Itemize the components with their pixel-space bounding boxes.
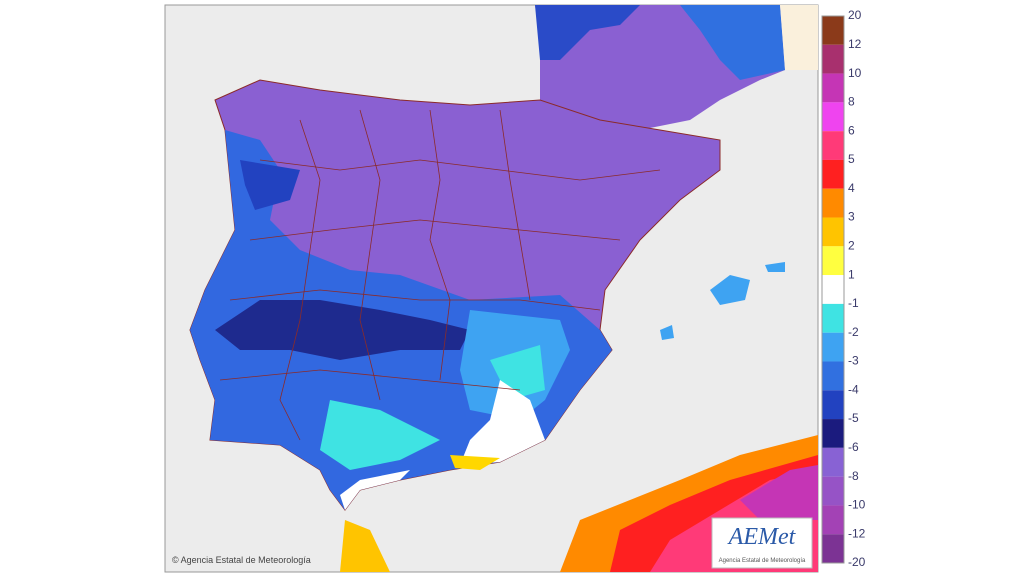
legend-label: -8 bbox=[848, 469, 859, 483]
legend-swatch bbox=[822, 419, 844, 448]
italy bbox=[780, 5, 818, 70]
legend-label: 8 bbox=[848, 95, 855, 109]
france-cold bbox=[535, 5, 640, 60]
legend-label: 6 bbox=[848, 123, 855, 137]
morocco-north bbox=[340, 520, 390, 572]
logo-box bbox=[711, 517, 813, 569]
borders bbox=[219, 109, 661, 441]
southeast-warm bbox=[460, 380, 545, 465]
legend-label: -5 bbox=[848, 411, 859, 425]
legend: 20 12 10 8 6 5 4 3 2 1 -1 -2 -3 -4 -5 -6 -8 -10 -12 -20 bbox=[821, 8, 866, 569]
logo-subtitle: Agencia Estatal de Meteorología bbox=[719, 558, 806, 564]
legend-swatch bbox=[822, 188, 844, 218]
legend-label: -2 bbox=[848, 325, 859, 339]
legend-swatch bbox=[822, 73, 844, 103]
legend-swatch bbox=[822, 303, 844, 333]
france-alps bbox=[680, 5, 785, 80]
legend-label: 10 bbox=[848, 66, 862, 80]
africa-hottest bbox=[740, 465, 818, 520]
legend-border bbox=[821, 15, 845, 564]
legend-swatch bbox=[822, 534, 844, 563]
legend-label: -4 bbox=[848, 382, 859, 396]
legend-label: 3 bbox=[848, 210, 855, 224]
legend-label: 5 bbox=[848, 152, 855, 166]
legend-label: 20 bbox=[848, 8, 862, 22]
legend-swatch bbox=[822, 246, 844, 276]
legend-swatch bbox=[822, 390, 844, 420]
cold-band bbox=[215, 300, 470, 360]
legend-label: 1 bbox=[848, 267, 855, 281]
copyright: © Agencia Estatal de Meteorología bbox=[172, 555, 311, 565]
legend-swatch bbox=[822, 505, 844, 535]
legend-swatch bbox=[822, 131, 844, 160]
legend-swatch bbox=[822, 44, 844, 74]
coast-warm bbox=[450, 455, 500, 470]
menorca bbox=[765, 262, 785, 272]
legend-swatch bbox=[822, 361, 844, 391]
legend-label: -1 bbox=[848, 296, 859, 310]
legend-label: 4 bbox=[848, 181, 855, 195]
map: AEMet Agencia Estatal de Meteorología © … bbox=[164, 4, 819, 573]
galicia-cold bbox=[240, 160, 300, 210]
legend-swatch bbox=[822, 332, 844, 362]
legend-swatch bbox=[822, 476, 844, 506]
legend-swatch bbox=[822, 275, 844, 304]
legend-label: -3 bbox=[848, 354, 859, 368]
legend-label: -6 bbox=[848, 440, 859, 454]
logo: AEMet bbox=[727, 524, 797, 550]
legend-label: 12 bbox=[848, 37, 862, 51]
ibiza bbox=[660, 325, 674, 340]
legend-swatch bbox=[822, 102, 844, 132]
legend-swatch bbox=[822, 447, 844, 477]
gibraltar-warm bbox=[340, 470, 410, 510]
south-mild bbox=[320, 400, 440, 470]
legend-label: 2 bbox=[848, 238, 855, 252]
legend-label: -12 bbox=[848, 526, 866, 540]
legend-label: -10 bbox=[848, 498, 866, 512]
legend-label: -20 bbox=[848, 555, 866, 569]
legend-swatch bbox=[822, 16, 844, 45]
mallorca bbox=[710, 275, 750, 305]
legend-swatch bbox=[822, 159, 844, 189]
legend-swatch bbox=[822, 217, 844, 247]
